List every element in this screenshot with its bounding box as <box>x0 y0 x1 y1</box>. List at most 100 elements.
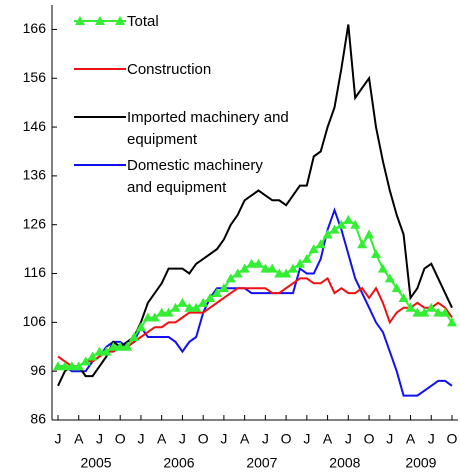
legend-item: Construction <box>72 56 312 104</box>
year-label: 2007 <box>246 455 277 471</box>
y-tick-label: 96 <box>30 362 46 378</box>
y-tick-label: 156 <box>23 69 47 85</box>
point-marker <box>66 361 77 371</box>
y-tick-label: 166 <box>23 20 47 36</box>
point-marker <box>232 268 243 278</box>
point-marker <box>426 302 437 312</box>
year-label: 2008 <box>329 455 360 471</box>
point-marker <box>447 317 457 327</box>
point-marker <box>301 253 312 263</box>
point-marker <box>350 219 361 229</box>
series-line <box>57 24 453 387</box>
point-marker <box>184 302 195 312</box>
x-tick-label: O <box>447 431 458 447</box>
point-marker <box>419 307 430 317</box>
point-marker <box>149 312 160 322</box>
point-marker <box>412 307 423 317</box>
legend-item: Domestic machinery and equipment <box>72 152 312 200</box>
point-marker <box>274 268 285 278</box>
point-marker <box>294 258 305 268</box>
point-marker <box>225 273 236 283</box>
point-marker <box>163 307 174 317</box>
legend-marker <box>95 16 105 25</box>
point-marker <box>281 268 292 278</box>
point-marker <box>377 263 388 273</box>
point-marker <box>170 302 181 312</box>
point-marker <box>433 307 444 317</box>
y-tick-label: 86 <box>30 411 46 427</box>
x-tick-label: A <box>157 431 167 447</box>
point-marker <box>357 239 368 249</box>
y-tick-label: 146 <box>23 118 47 134</box>
point-marker <box>101 346 112 356</box>
x-tick-label: J <box>386 431 393 447</box>
point-marker <box>315 239 326 249</box>
x-tick-label: J <box>262 431 269 447</box>
x-tick-label: J <box>96 431 103 447</box>
legend-item: Total <box>72 8 312 56</box>
legend-item: Imported machinery and equipment <box>72 104 312 152</box>
point-marker <box>177 297 188 307</box>
x-tick-label: J <box>428 431 435 447</box>
point-marker <box>322 229 333 239</box>
y-tick-label: 106 <box>23 313 47 329</box>
point-marker <box>94 346 105 356</box>
point-marker <box>440 307 451 317</box>
point-marker <box>384 273 395 283</box>
legend-swatch <box>74 116 126 118</box>
point-marker <box>343 214 354 224</box>
legend-label: Total <box>127 13 159 30</box>
point-marker <box>135 322 146 332</box>
point-marker <box>329 224 340 234</box>
x-tick-label: J <box>345 431 352 447</box>
x-tick-label: J <box>137 431 144 447</box>
legend-label: Imported machinery and equipment <box>127 109 289 148</box>
year-label: 2006 <box>163 455 194 471</box>
point-marker <box>142 312 153 322</box>
point-marker <box>108 341 119 351</box>
x-tick-label: J <box>303 431 310 447</box>
point-marker <box>398 292 409 302</box>
legend-marker <box>75 16 85 25</box>
x-tick-label: O <box>281 431 292 447</box>
point-marker <box>53 361 63 371</box>
point-marker <box>336 219 347 229</box>
x-tick-label: J <box>220 431 227 447</box>
year-label: 2009 <box>405 455 436 471</box>
point-marker <box>211 288 222 298</box>
y-tick-label: 126 <box>23 215 47 231</box>
point-marker <box>129 332 140 341</box>
year-label: 2005 <box>80 455 111 471</box>
point-marker <box>122 341 133 351</box>
series-line <box>58 218 453 368</box>
point-marker <box>267 263 278 273</box>
point-marker <box>198 297 209 307</box>
x-tick-label: J <box>179 431 186 447</box>
legend: Total Construction Imported machinery and … <box>72 8 312 200</box>
point-marker <box>115 341 126 351</box>
legend-label: Construction <box>127 61 212 78</box>
point-marker <box>288 263 299 273</box>
point-marker <box>239 263 250 273</box>
point-marker <box>218 283 229 293</box>
point-marker <box>59 361 70 371</box>
point-marker <box>73 361 84 371</box>
x-tick-label: O <box>115 431 126 447</box>
point-marker <box>87 351 98 361</box>
legend-swatch <box>74 68 126 70</box>
x-tick-label: O <box>198 431 209 447</box>
point-marker <box>405 302 416 312</box>
x-tick-label: A <box>240 431 250 447</box>
legend-swatch <box>74 164 126 166</box>
y-tick-label: 116 <box>24 264 47 280</box>
legend-marker <box>115 16 125 25</box>
x-tick-label: A <box>406 431 416 447</box>
x-tick-label: J <box>55 431 62 447</box>
point-marker <box>205 292 216 302</box>
point-marker <box>391 283 402 293</box>
legend-swatch <box>74 16 126 25</box>
x-tick-label: O <box>364 431 375 447</box>
point-marker <box>246 258 257 268</box>
point-marker <box>156 307 167 317</box>
